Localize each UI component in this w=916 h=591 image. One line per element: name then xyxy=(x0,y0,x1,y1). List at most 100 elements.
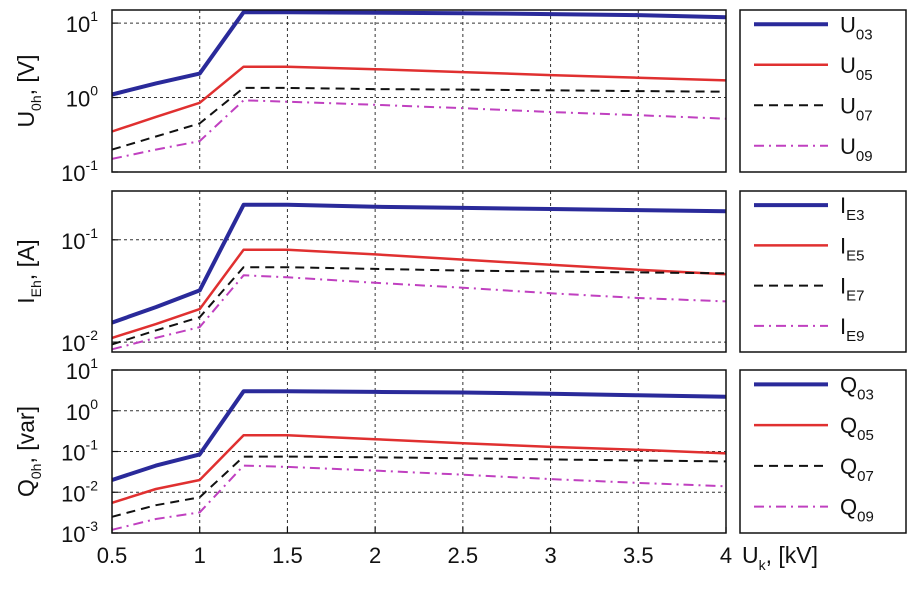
legend-entry-ie9-sub: E9 xyxy=(846,328,864,345)
y-axis-title-sub: Eh xyxy=(28,280,44,297)
legend-entry-u05-base: U xyxy=(840,53,856,78)
y-tick-base: 10 xyxy=(61,441,85,466)
legend-entry-q09: Q09 xyxy=(840,495,874,526)
series-line-q07 xyxy=(111,455,727,518)
legend-entry-u09-sub: 09 xyxy=(856,148,873,165)
y-axis-title-rest: , [A] xyxy=(13,239,39,280)
y-axis-title-rest: , [var] xyxy=(13,406,39,464)
y-tick-label: 10-1 xyxy=(61,157,98,186)
legend-entry-u07-base: U xyxy=(840,93,856,118)
x-tick-label: 2.5 xyxy=(448,543,479,568)
legend-entry-ie3: IE3 xyxy=(840,193,864,224)
y-axis-title-base: U xyxy=(13,111,39,128)
legend-entry-q09-base: Q xyxy=(840,495,857,520)
legend-entry-u05: U05 xyxy=(840,53,873,84)
legend-entry-ie5-base: I xyxy=(840,233,846,258)
legend-entry-u05-sub: 05 xyxy=(856,67,873,84)
legend-entry-q09-sub: 09 xyxy=(857,509,874,526)
x-axis-title-rest: , [kV] xyxy=(766,542,818,568)
legend-entry-q07-sub: 07 xyxy=(857,468,874,485)
y-tick-label: 101 xyxy=(66,355,98,384)
legend-entry-ie9-base: I xyxy=(840,314,846,339)
legend-entry-u03: U03 xyxy=(840,12,873,43)
series-line-u07 xyxy=(111,86,727,151)
x-tick-label: 4 xyxy=(720,543,732,568)
y-axis-title-sub: 0h xyxy=(28,95,44,111)
y-tick-exp: -2 xyxy=(86,477,99,493)
y-axis-title: Q0h, [var] xyxy=(13,406,44,497)
legend-entry-u09: U09 xyxy=(840,134,873,165)
x-tick-label: 3 xyxy=(544,543,556,568)
plot-frame xyxy=(111,9,727,173)
x-tick-label: 0.5 xyxy=(97,543,128,568)
y-tick-exp: -2 xyxy=(86,327,99,343)
legend-entry-u07-sub: 07 xyxy=(856,107,873,124)
legend-entry-ie9: IE9 xyxy=(840,314,864,345)
legend-entry-q05-base: Q xyxy=(840,413,857,438)
y-tick-label: 101 xyxy=(66,8,98,37)
y-tick-base: 10 xyxy=(61,331,85,356)
legend-entry-u07: U07 xyxy=(840,93,873,124)
y-tick-base: 10 xyxy=(66,400,90,425)
legend-entry-u03-sub: 03 xyxy=(856,26,873,43)
y-axis-title-base: I xyxy=(13,297,39,303)
legend-entry-ie7: IE7 xyxy=(840,274,864,305)
y-tick-label: 10-3 xyxy=(61,518,98,547)
legend-entry-ie7-base: I xyxy=(840,274,846,299)
series-line-q05 xyxy=(111,434,727,504)
y-tick-base: 10 xyxy=(66,87,90,112)
series-line-ie5 xyxy=(111,248,727,340)
series-line-q09 xyxy=(111,464,727,531)
y-tick-base: 10 xyxy=(61,229,85,254)
legend-entry-q03-base: Q xyxy=(840,372,857,397)
y-tick-base: 10 xyxy=(66,359,90,384)
y-tick-exp: 0 xyxy=(90,396,98,412)
y-axis-title-base: Q xyxy=(13,479,39,497)
series-line-u09 xyxy=(111,99,727,160)
y-tick-base: 10 xyxy=(61,481,85,506)
legend-entry-u03-base: U xyxy=(840,12,856,37)
x-tick-label: 1.5 xyxy=(272,543,303,568)
x-axis-title-base: U xyxy=(742,542,759,568)
y-tick-exp: 0 xyxy=(90,83,98,99)
plot-frame xyxy=(111,190,727,353)
y-tick-label: 10-1 xyxy=(61,225,98,254)
legend-box xyxy=(739,369,907,534)
y-axis-title: IEh, [A] xyxy=(13,239,44,303)
y-tick-exp: -1 xyxy=(86,157,99,173)
y-axis-title-rest: , [V] xyxy=(13,54,39,95)
y-tick-exp: -1 xyxy=(86,225,99,241)
legend-entry-q07-base: Q xyxy=(840,454,857,479)
legend-entry-ie5: IE5 xyxy=(840,233,864,264)
legend-entry-q03-sub: 03 xyxy=(857,386,874,403)
y-tick-exp: -1 xyxy=(86,437,99,453)
series-line-ie9 xyxy=(111,274,727,351)
legend-entry-q07: Q07 xyxy=(840,454,874,485)
y-tick-exp: 1 xyxy=(90,8,98,24)
y-tick-base: 10 xyxy=(66,12,90,37)
y-tick-exp: -3 xyxy=(86,518,99,534)
legend-box xyxy=(739,9,907,173)
series-line-u05 xyxy=(111,65,727,133)
legend-entry-ie5-sub: E5 xyxy=(846,247,864,264)
y-tick-label: 100 xyxy=(66,83,98,112)
y-axis-title: U0h, [V] xyxy=(13,54,44,127)
x-axis-title: Uk, [kV] xyxy=(742,542,818,573)
x-tick-label: 2 xyxy=(369,543,381,568)
y-tick-label: 10-1 xyxy=(61,437,98,466)
y-tick-exp: 1 xyxy=(90,355,98,371)
legend-box xyxy=(739,190,907,353)
legend-entry-u09-base: U xyxy=(840,134,856,159)
series-line-ie7 xyxy=(111,266,727,346)
legend-entry-q05-sub: 05 xyxy=(857,427,874,444)
y-tick-label: 100 xyxy=(66,396,98,425)
series-line-q03 xyxy=(111,389,727,482)
y-tick-label: 10-2 xyxy=(61,327,98,356)
